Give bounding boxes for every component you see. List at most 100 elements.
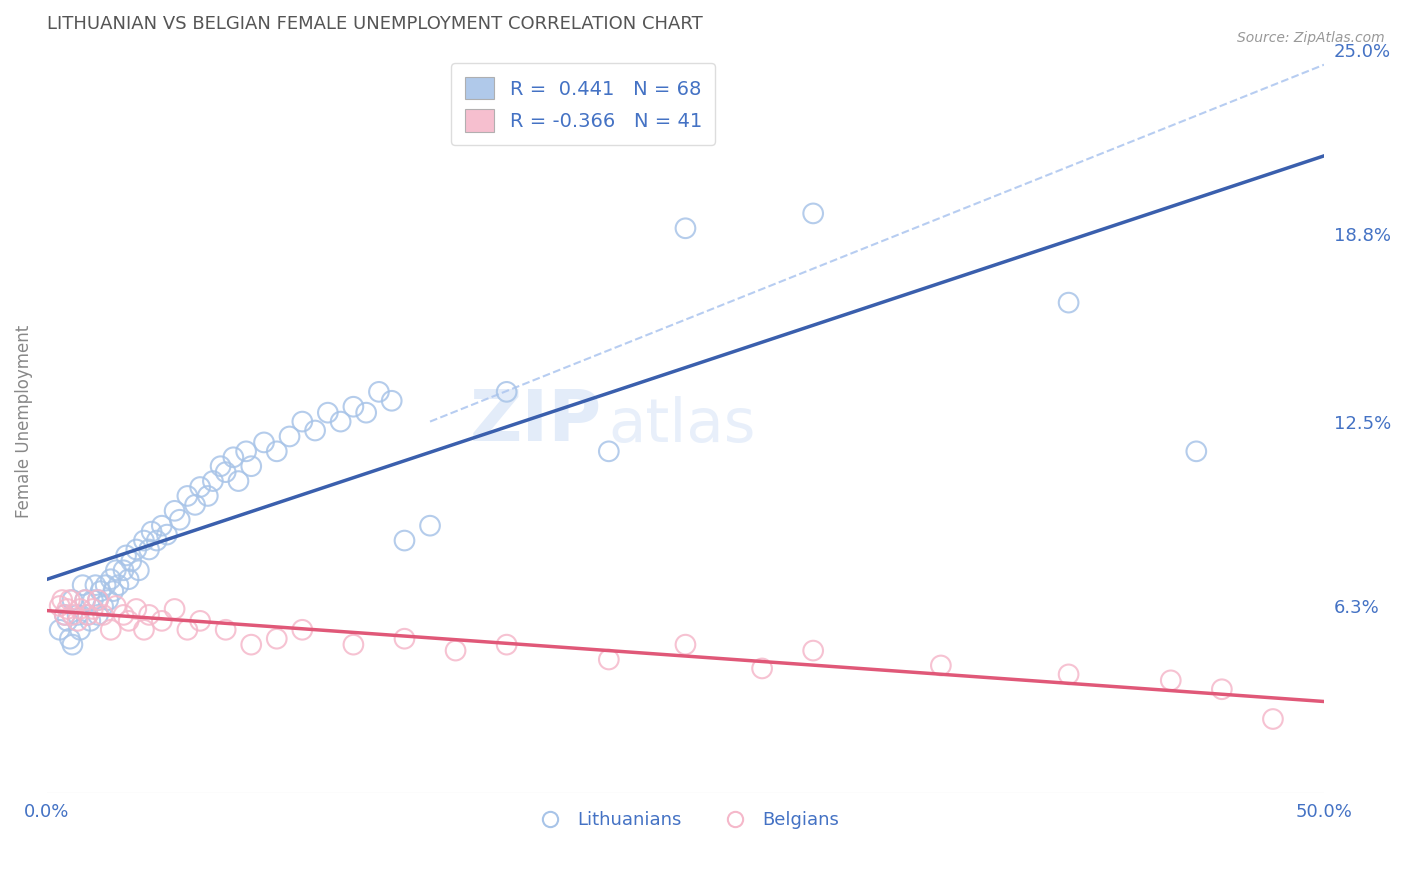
Point (163, 602, 186, 616)
Point (444, 643, 467, 657)
Point (316, 406, 339, 420)
Point (53, 607, 76, 622)
Point (150, 518, 173, 533)
Point (354, 406, 377, 420)
Point (381, 393, 404, 408)
Point (1057, 295, 1080, 310)
Point (163, 504, 186, 518)
Point (62, 593, 84, 607)
Point (929, 658, 952, 673)
Point (235, 444, 257, 458)
Point (342, 638, 364, 652)
Point (156, 527, 179, 541)
Point (69, 602, 91, 616)
Text: Source: ZipAtlas.com: Source: ZipAtlas.com (1237, 31, 1385, 45)
Point (112, 607, 135, 622)
Point (82, 602, 104, 616)
Point (266, 632, 288, 646)
Point (117, 614, 139, 628)
Point (59, 632, 82, 646)
Point (59, 593, 82, 607)
Point (222, 450, 245, 465)
Point (675, 221, 697, 235)
Point (278, 429, 301, 443)
Point (801, 206, 824, 220)
Point (132, 623, 155, 637)
Point (104, 599, 127, 613)
Point (495, 384, 517, 399)
Point (66, 614, 89, 628)
Point (120, 554, 142, 568)
Point (76, 607, 98, 622)
Point (62, 607, 84, 622)
Point (56, 602, 79, 616)
Point (215, 623, 238, 637)
Text: LITHUANIAN VS BELGIAN FEMALE UNEMPLOYMENT CORRELATION CHART: LITHUANIAN VS BELGIAN FEMALE UNEMPLOYMEN… (46, 15, 703, 33)
Point (342, 400, 364, 414)
Point (197, 489, 219, 503)
Point (176, 623, 198, 637)
Legend: Lithuanians, Belgians: Lithuanians, Belgians (524, 804, 846, 837)
Point (188, 480, 211, 494)
Point (91, 607, 114, 622)
Point (100, 572, 122, 586)
Point (368, 384, 391, 399)
Point (76, 607, 98, 622)
Point (66, 607, 89, 622)
Point (394, 632, 416, 646)
Point (266, 444, 288, 458)
Point (104, 563, 127, 577)
Point (598, 444, 620, 458)
Point (48, 623, 70, 637)
Point (150, 614, 173, 628)
Point (329, 415, 352, 429)
Point (132, 533, 155, 548)
Point (94, 578, 117, 592)
Point (84, 578, 107, 592)
Point (56, 614, 79, 628)
Point (53, 607, 76, 622)
Point (97, 593, 120, 607)
Point (675, 638, 697, 652)
Point (89, 584, 111, 599)
Point (112, 563, 135, 577)
Point (91, 599, 114, 613)
Point (184, 498, 207, 512)
Point (1261, 712, 1284, 726)
Point (141, 524, 163, 539)
Point (87, 607, 110, 622)
Point (215, 465, 238, 479)
Point (51, 593, 73, 607)
Point (72, 578, 94, 592)
Point (209, 459, 232, 474)
Point (145, 533, 167, 548)
Point (1185, 444, 1208, 458)
Point (1160, 673, 1182, 688)
Point (291, 623, 314, 637)
Y-axis label: Female Unemployment: Female Unemployment (15, 325, 32, 518)
Point (128, 563, 150, 577)
Point (125, 602, 148, 616)
Point (125, 542, 148, 557)
Point (100, 623, 122, 637)
Point (801, 643, 824, 657)
Point (201, 474, 224, 488)
Point (228, 474, 250, 488)
Point (79, 614, 101, 628)
Point (138, 542, 160, 557)
Point (169, 513, 191, 527)
Point (176, 489, 198, 503)
Point (495, 638, 517, 652)
Point (87, 593, 110, 607)
Point (598, 652, 620, 666)
Point (138, 607, 160, 622)
Point (87, 593, 110, 607)
Point (48, 599, 70, 613)
Point (304, 424, 326, 438)
Point (115, 549, 138, 563)
Text: ZIP: ZIP (470, 387, 602, 456)
Point (751, 661, 773, 675)
Point (103, 584, 125, 599)
Text: atlas: atlas (609, 396, 756, 455)
Point (394, 533, 416, 548)
